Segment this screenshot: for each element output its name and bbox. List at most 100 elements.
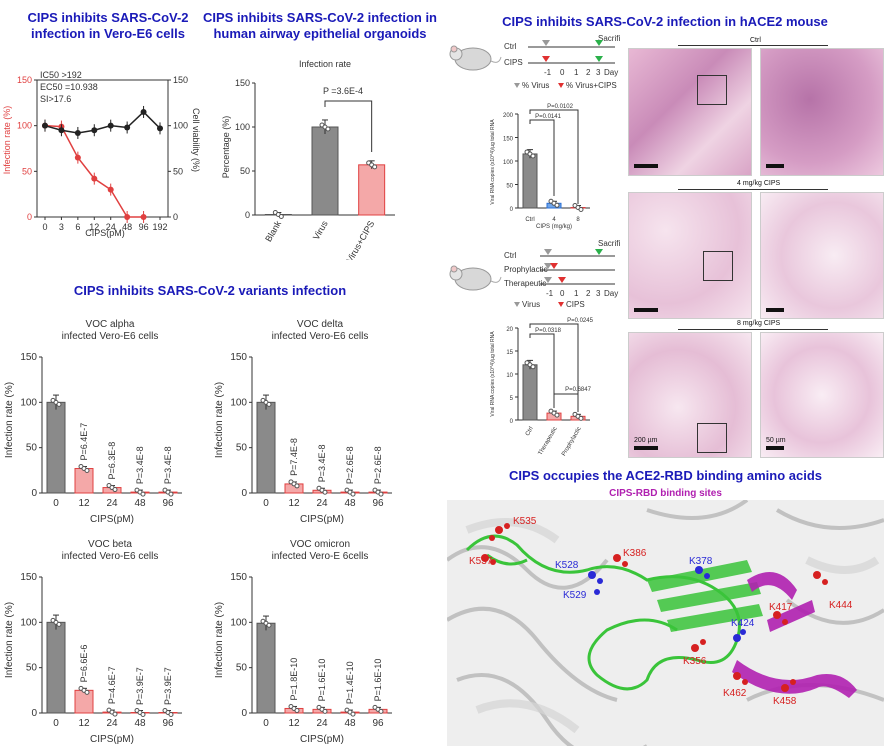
- bar: [311, 126, 339, 216]
- replicate-point: [168, 712, 174, 717]
- vero-annot-ic50: IC50 >192: [40, 70, 82, 80]
- x-tick-label: 24: [316, 498, 328, 509]
- y-tick-label: 100: [235, 122, 250, 132]
- histology-ctrl-high: [760, 48, 884, 176]
- x-tick-label: 96: [162, 498, 174, 509]
- y-tick-label: 50: [240, 166, 250, 176]
- x-tick-label: 48: [344, 718, 356, 729]
- p-value-label: P=0.0245: [567, 318, 594, 324]
- replicate-point: [578, 207, 584, 212]
- y-tick-label: 100: [230, 397, 247, 408]
- replicate-point: [112, 711, 118, 717]
- y-tick-label: 50: [236, 663, 248, 674]
- p-value-label: P=0.0141: [535, 114, 562, 120]
- replicate-point: [266, 401, 272, 407]
- p-value-label: P=4.6E-7: [107, 666, 117, 704]
- data-point: [91, 175, 98, 182]
- data-point: [124, 214, 131, 220]
- y-tick-label: 100: [20, 617, 37, 628]
- data-point: [58, 127, 65, 134]
- blue-residues: [588, 566, 746, 642]
- scalebar: [634, 308, 658, 312]
- y-tick-label: 50: [26, 443, 38, 454]
- replicate-point: [578, 415, 584, 421]
- p-value-label: P=1.4E-10: [345, 661, 355, 704]
- timeline-1: Ctrl CIPS Sacrifice -1 0 1 2 3 Day % Vir…: [504, 35, 620, 90]
- y-tick-label: 100: [20, 397, 37, 408]
- bar: [522, 364, 538, 421]
- x-tick-label: 6: [75, 222, 80, 232]
- timeline1-row-ctrl: Ctrl: [504, 42, 517, 51]
- x-axis-label: CIPS(pM): [90, 514, 134, 525]
- data-point: [42, 122, 48, 129]
- y-tick-label: 0: [241, 488, 247, 499]
- residue-label: K529: [563, 590, 587, 601]
- bar: [46, 621, 66, 714]
- y-tick-label: 150: [230, 572, 247, 583]
- y-tick-label: 20: [506, 327, 513, 333]
- p-value-label: P=7.4E-8: [289, 438, 299, 476]
- replicate-point: [84, 689, 90, 695]
- title-mouse: CIPS inhibits SARS-CoV-2 infection in hA…: [502, 14, 828, 29]
- y-axis-label: Viral RNA copies (x10^4)/µg total RNA: [490, 331, 496, 417]
- timeline2-tick: 2: [586, 289, 591, 298]
- x-tick-label: 48: [134, 498, 146, 509]
- residue-label: K424: [731, 618, 755, 629]
- x-tick-label: 192: [152, 222, 167, 232]
- y-tick-label: 50: [236, 443, 248, 454]
- bar: [74, 468, 94, 494]
- replicate-point: [378, 708, 384, 714]
- x-tick-label: Virus: [311, 219, 330, 242]
- significance-bracket: [529, 333, 555, 408]
- p-value-label: P=0.6847: [565, 387, 592, 393]
- scalebar: [634, 446, 658, 450]
- data-point: [74, 154, 81, 161]
- y2-tick-label: 150: [173, 75, 188, 85]
- y-tick-label: 150: [235, 78, 250, 88]
- replicate-point: [350, 711, 356, 717]
- residue-label: K444: [829, 600, 853, 611]
- timeline1-sacrifice: Sacrifice: [598, 35, 620, 43]
- mouse-rna-chart-1: Viral RNA copies (x10^4)/µg total RNA 0 50…: [490, 104, 590, 230]
- bar: [256, 622, 276, 714]
- y-tick-label: 150: [17, 75, 32, 85]
- replicate-point: [168, 491, 174, 497]
- chart-title: VOC delta: [297, 319, 344, 330]
- bar: [46, 401, 66, 494]
- histology-label-ctrl: Ctrl: [750, 37, 761, 44]
- timeline2-tick: 3: [596, 289, 601, 298]
- timeline2-legend-cips: CIPS: [566, 300, 585, 309]
- organoid-title: Infection rate: [299, 59, 351, 69]
- x-tick-label: 0: [263, 718, 269, 729]
- y-tick-label: 100: [17, 121, 32, 131]
- timeline2-tick: -1: [546, 289, 554, 298]
- data-point: [107, 186, 114, 193]
- x-tick-label: 24: [106, 498, 118, 509]
- y-tick-label: 50: [506, 184, 513, 190]
- p-value-label: P=6.4E-7: [79, 423, 89, 461]
- chart-subtitle: infected Vero-E6 cells: [62, 331, 159, 342]
- replicate-point: [140, 491, 146, 497]
- x-tick-label: 48: [344, 498, 356, 509]
- timeline2-row-therapeutic: Therapeutic: [504, 279, 546, 288]
- p-value-label: P=1.8E-10: [289, 658, 299, 701]
- x-tick-label: 96: [372, 718, 384, 729]
- y-axis-label: Infection rate (%): [4, 382, 15, 458]
- significance-bracket: [529, 119, 555, 196]
- data-point: [91, 127, 98, 134]
- scalebar: [634, 164, 658, 168]
- p-value-label: P=3.9E-7: [135, 667, 145, 705]
- vero-annot-ec50: EC50 =10.938: [40, 82, 98, 92]
- x-axis-label: CIPS(pM): [300, 734, 344, 745]
- timeline2-legend-virus: Virus: [522, 300, 540, 309]
- y-tick-label: 150: [20, 572, 37, 583]
- replicate-point: [372, 164, 378, 170]
- replicate-point: [278, 214, 284, 219]
- histology-label-8: 8 mg/kg CIPS: [737, 320, 781, 327]
- x-tick-label: 96: [162, 718, 174, 729]
- timeline2-sacrifice: Sacrifice: [598, 240, 620, 248]
- residue-label: K462: [723, 688, 747, 699]
